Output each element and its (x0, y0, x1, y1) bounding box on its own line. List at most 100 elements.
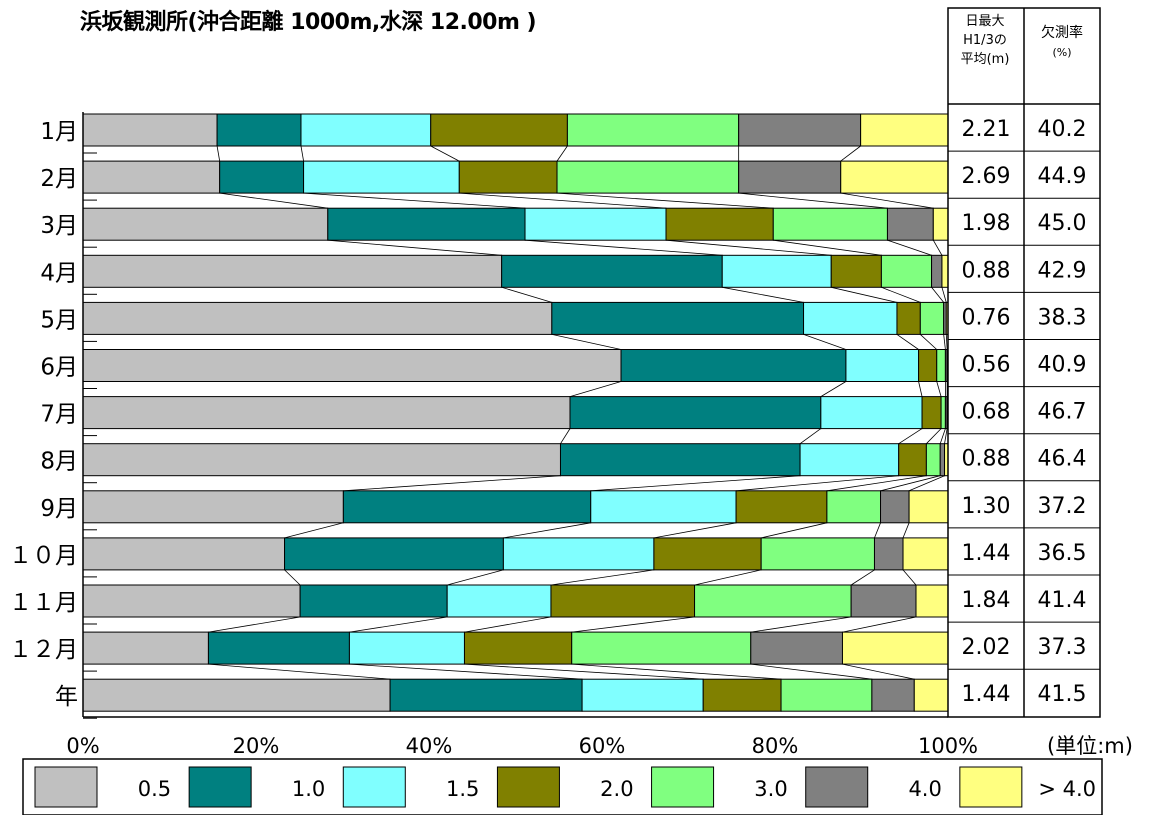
series-connector (931, 287, 944, 303)
series-connector (936, 381, 942, 397)
bar-segment (82, 207, 329, 241)
bar-segment (620, 349, 847, 382)
bar-segment (925, 443, 941, 477)
x-tick-label: 60% (579, 734, 626, 758)
bar-segment (82, 301, 553, 335)
series-connector (464, 616, 552, 633)
series-connector (945, 334, 948, 350)
series-connector (831, 286, 898, 303)
bar-segment (840, 160, 949, 194)
series-connector (926, 428, 942, 444)
legend-label: 1.0 (292, 777, 325, 801)
missing-rate-value: 40.9 (1038, 353, 1087, 378)
category-label: 3月 (40, 213, 78, 239)
series-connector (216, 145, 221, 162)
series-connector (902, 569, 917, 586)
series-connector (799, 428, 822, 445)
series-connector (820, 381, 847, 397)
bar-segment (803, 301, 898, 335)
mean-h13-value: 1.44 (962, 682, 1011, 707)
series-connector (571, 616, 695, 633)
series-connector (551, 334, 622, 350)
bar-segment (219, 160, 305, 194)
series-connector (349, 616, 448, 633)
series-connector (826, 475, 927, 492)
bar-segment (908, 490, 949, 524)
missing-rate-value: 41.5 (1038, 682, 1087, 707)
series-connector (208, 663, 391, 680)
series-connector (327, 239, 502, 256)
legend-label: 4.0 (908, 777, 941, 801)
missing-rate-value: 40.2 (1038, 117, 1087, 142)
series-connector (556, 145, 568, 162)
bar-segment (82, 113, 218, 147)
bar-segment (550, 584, 696, 618)
missing-rate-value: 36.5 (1038, 541, 1087, 566)
missing-header-line: (%) (1052, 46, 1072, 59)
bar-segment (940, 396, 946, 430)
chart-title: 浜坂観測所(沖合距離 1000m,水深 12.00m ) (80, 10, 537, 35)
series-connector (284, 522, 344, 539)
bar-segment (886, 207, 934, 241)
bar-segment (880, 254, 933, 288)
series-connector (750, 663, 872, 680)
series-connector (665, 239, 832, 256)
series-connector (447, 569, 504, 586)
series-connector (944, 428, 948, 444)
mean-h13-value: 2.21 (962, 117, 1011, 142)
bar-segment (850, 584, 917, 618)
legend-swatch (342, 766, 406, 808)
series-connector (571, 663, 782, 680)
series-connector (941, 287, 947, 303)
mean-h13-value: 0.56 (962, 353, 1011, 378)
series-connector (300, 145, 304, 162)
bar-segment (446, 584, 552, 618)
bar-segment (327, 207, 526, 241)
series-connector (569, 381, 622, 397)
bar-segment (389, 678, 583, 712)
bar-segment (694, 584, 852, 618)
bar-segment (871, 678, 915, 712)
bar-segment (303, 160, 460, 194)
series-connector (840, 192, 934, 209)
category-label: 7月 (40, 402, 78, 428)
series-connector (939, 428, 946, 444)
series-connector (560, 428, 571, 444)
x-tick-label: 80% (752, 734, 799, 758)
series-connector (896, 334, 919, 350)
category-label: １０月 (9, 543, 78, 569)
bar-segment (300, 113, 432, 147)
bar-segment (82, 443, 561, 477)
unit-label: (単位:m) (1047, 734, 1133, 758)
series-connector (880, 475, 941, 492)
series-connector (898, 428, 923, 445)
bar-segment (772, 207, 888, 241)
bar-segment (82, 349, 622, 382)
series-connector (908, 475, 945, 492)
bar-segment (760, 537, 875, 571)
bar-segment (919, 301, 945, 335)
series-connector (430, 145, 460, 162)
x-tick-label: 20% (233, 734, 280, 758)
bar-segment (216, 113, 302, 147)
category-label: 年 (55, 684, 78, 710)
bar-segment (501, 254, 723, 288)
legend-swatch (805, 766, 869, 808)
mean-header-line: H1/3の (963, 33, 1007, 48)
bar-segment (348, 631, 465, 665)
series-connector (943, 334, 946, 350)
series-connector (874, 522, 881, 539)
x-tick-label: 40% (406, 734, 453, 758)
bar-segment (430, 113, 568, 147)
legend-swatch (34, 766, 98, 808)
bar-segment (918, 349, 938, 382)
x-tick-label: 100% (918, 734, 978, 758)
bar-segment (207, 631, 350, 665)
legend-label: > 4.0 (1038, 777, 1096, 801)
series-connector (761, 522, 827, 539)
bar-segment (932, 207, 949, 241)
x-tick-label: 0% (66, 734, 99, 758)
series-connector (738, 192, 888, 209)
bar-segment (898, 443, 927, 477)
